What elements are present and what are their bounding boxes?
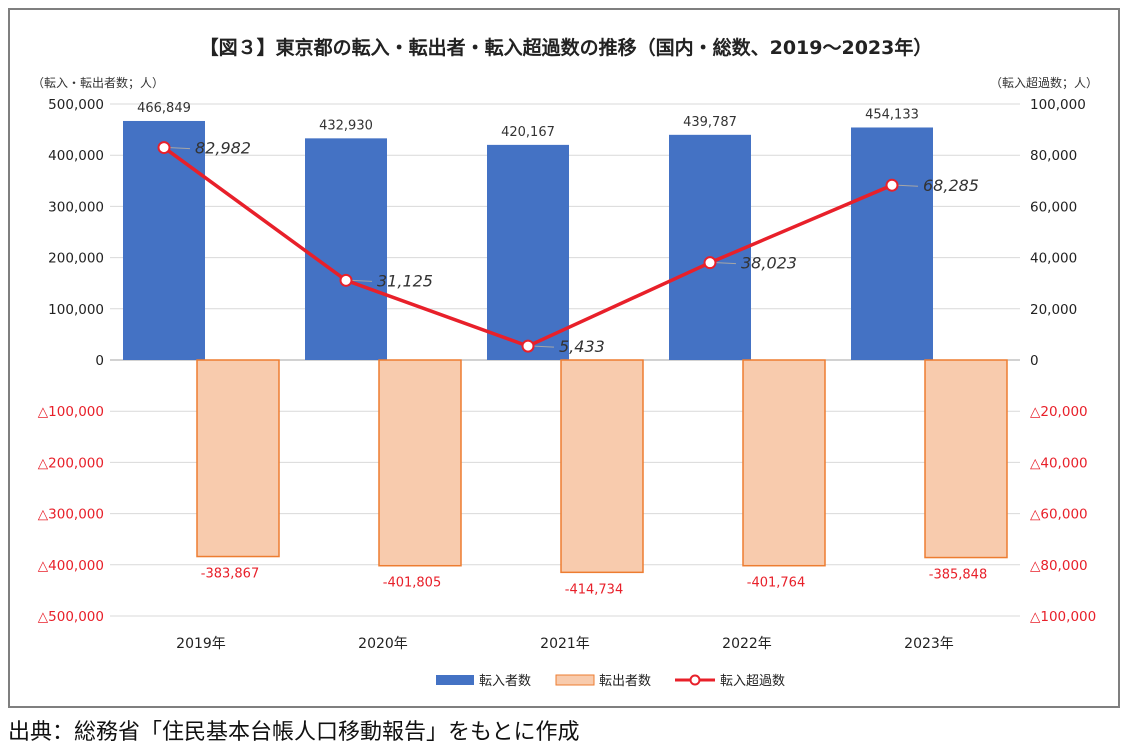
- right-tick-label: △20,000: [1030, 404, 1088, 420]
- left-tick-label: △500,000: [38, 609, 104, 625]
- left-axis-label: （転入・転出者数；人）: [32, 75, 164, 90]
- left-tick-label: 0: [95, 353, 104, 369]
- right-tick-label: 20,000: [1030, 302, 1077, 318]
- category-label: 2023年: [904, 636, 954, 652]
- left-tick-label: △100,000: [38, 404, 104, 420]
- legend-label-inflow: 転入者数: [479, 674, 531, 689]
- left-tick-label: 500,000: [48, 97, 104, 113]
- net-inflow-point: [339, 273, 353, 287]
- left-tick-label: △200,000: [38, 455, 104, 471]
- outflow-bar: [196, 359, 280, 558]
- category-label: 2020年: [358, 636, 408, 652]
- leader-line: [533, 345, 555, 348]
- legend-swatch-inflow: [436, 675, 474, 685]
- leader-line: [715, 262, 737, 265]
- left-tick-label: 400,000: [48, 148, 104, 164]
- inflow-bar: [669, 134, 751, 360]
- right-tick-label: 60,000: [1030, 199, 1077, 215]
- outflow-bar: [378, 359, 462, 567]
- source-note: 出典：総務省「住民基本台帳人口移動報告」をもとに作成: [8, 720, 580, 745]
- net-inflow-data-label: 5,433: [559, 337, 605, 356]
- outflow-data-label: -401,764: [747, 576, 805, 591]
- leader-line: [897, 184, 919, 187]
- right-tick-label: △80,000: [1030, 558, 1088, 574]
- right-tick-label: 40,000: [1030, 251, 1077, 267]
- leader-line: [351, 279, 373, 282]
- right-tick-label: △100,000: [1030, 609, 1096, 625]
- net-inflow-data-label: 68,285: [923, 176, 979, 195]
- outflow-bar: [924, 359, 1008, 559]
- outflow-bar: [560, 359, 644, 574]
- right-tick-label: 80,000: [1030, 148, 1077, 164]
- right-tick-label: △40,000: [1030, 455, 1088, 471]
- left-tick-label: 200,000: [48, 251, 104, 267]
- left-tick-label: 100,000: [48, 302, 104, 318]
- outflow-data-label: -383,867: [201, 567, 259, 582]
- inflow-data-label: 466,849: [137, 101, 191, 116]
- left-tick-label: △300,000: [38, 507, 104, 523]
- net-inflow-data-label: 82,982: [195, 139, 251, 158]
- outflow-data-label: -414,734: [565, 582, 623, 597]
- category-label: 2021年: [540, 636, 590, 652]
- chart-frame: 【図３】東京都の転入・転出者・転入超過数の推移（国内・総数、2019～2023年…: [8, 8, 1120, 708]
- inflow-bar: [123, 120, 205, 360]
- outflow-bar: [742, 359, 826, 567]
- chart-title: 【図３】東京都の転入・転出者・転入超過数の推移（国内・総数、2019～2023年…: [200, 36, 933, 59]
- net-inflow-data-label: 31,125: [377, 271, 433, 290]
- right-tick-label: 0: [1030, 353, 1039, 369]
- outflow-data-label: -401,805: [383, 576, 441, 591]
- right-tick-label: 100,000: [1030, 97, 1086, 113]
- inflow-data-label: 432,930: [319, 118, 373, 133]
- inflow-data-label: 420,167: [501, 125, 555, 140]
- net-inflow-point: [157, 141, 171, 155]
- right-axis-label: （転入超過数；人）: [990, 75, 1098, 90]
- category-label: 2022年: [722, 636, 772, 652]
- net-inflow-data-label: 38,023: [741, 254, 797, 273]
- left-tick-label: △400,000: [38, 558, 104, 574]
- inflow-bar: [851, 127, 933, 360]
- net-inflow-point: [521, 339, 535, 353]
- chart: 【図３】東京都の転入・転出者・転入超過数の推移（国内・総数、2019～2023年…: [32, 36, 1098, 689]
- legend-label-outflow: 転出者数: [599, 674, 651, 689]
- net-inflow-point: [885, 178, 899, 192]
- leader-line: [169, 147, 191, 150]
- legend-label-net: 転入超過数: [720, 674, 785, 689]
- inflow-data-label: 454,133: [865, 107, 919, 122]
- outflow-data-label: -385,848: [929, 568, 987, 583]
- legend-swatch-net-marker: [689, 674, 701, 686]
- left-tick-label: 300,000: [48, 199, 104, 215]
- inflow-bar: [487, 144, 569, 360]
- inflow-data-label: 439,787: [683, 115, 737, 130]
- right-tick-label: △60,000: [1030, 507, 1088, 523]
- net-inflow-point: [703, 256, 717, 270]
- category-label: 2019年: [176, 636, 226, 652]
- inflow-bar: [305, 138, 387, 360]
- legend-swatch-outflow: [555, 674, 595, 686]
